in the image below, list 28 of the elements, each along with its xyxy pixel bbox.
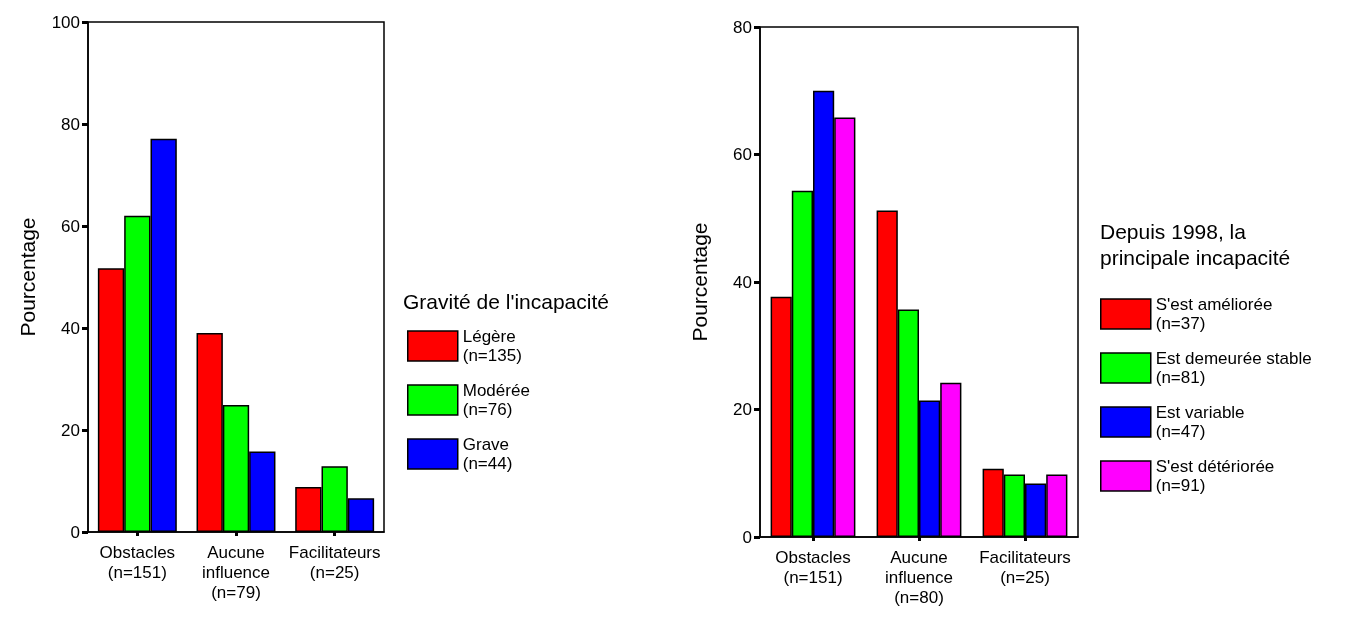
y-tick-label: 80 <box>61 114 80 134</box>
y-tick-label: 0 <box>742 527 752 547</box>
x-tick-label: Aucune influence (n=79) <box>201 542 271 602</box>
y-tick-label: 60 <box>61 216 80 236</box>
legend-label: Est demeurée stable (n=81) <box>1155 349 1312 387</box>
x-tick-label: Obstacles (n=151) <box>775 547 851 587</box>
y-tick-label: 0 <box>70 522 80 542</box>
y-axis-title: Pourcentage <box>688 222 711 342</box>
x-tick-label: Aucune influence (n=80) <box>884 547 954 607</box>
y-tick-label: 40 <box>733 272 752 292</box>
legend-label: Grave (n=44) <box>462 435 513 473</box>
x-tick-label: Facilitateurs (n=25) <box>979 547 1071 587</box>
y-tick-label: 60 <box>733 145 752 164</box>
y-tick-label: 80 <box>733 17 752 37</box>
y-tick-label: 100 <box>51 12 80 32</box>
x-tick-label: Facilitateurs (n=25) <box>288 542 381 582</box>
x-tick-label: Obstacles (n=151) <box>99 542 176 582</box>
legend-title: Depuis 1998, la principale incapacité <box>1100 219 1291 269</box>
legend-label: S'est détériorée (n=91) <box>1155 457 1275 495</box>
legend-title: Gravité de l'incapacité <box>403 289 609 313</box>
legend-label: Modérée (n=76) <box>462 381 530 419</box>
y-tick-label: 40 <box>61 318 80 338</box>
legend-label: Est variable (n=47) <box>1155 403 1245 441</box>
y-tick-label: 20 <box>733 400 752 419</box>
legend-label: Légère (n=135) <box>462 327 522 365</box>
y-axis-title: Pourcentage <box>16 217 39 337</box>
legend-label: S'est améliorée (n=37) <box>1155 295 1273 333</box>
y-tick-label: 20 <box>61 420 80 440</box>
